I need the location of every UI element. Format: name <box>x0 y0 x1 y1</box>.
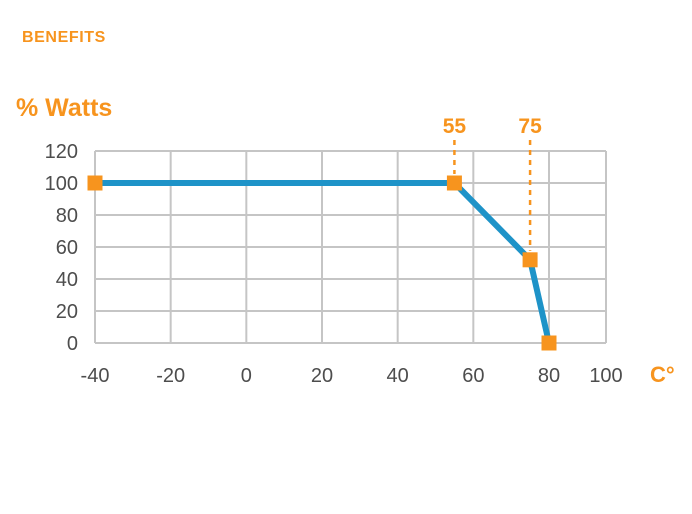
axis-tick-labels: -40 -20 0 20 40 60 80 100 0 20 40 60 80 100 120 <box>45 141 623 387</box>
y-tick-label: 80 <box>56 205 78 227</box>
data-point-marker <box>541 335 557 351</box>
x-axis-title: C° <box>650 362 675 387</box>
y-tick-label: 60 <box>56 237 78 259</box>
y-tick-label: 40 <box>56 269 78 291</box>
page-title: BENEFITS <box>22 29 106 46</box>
annotation-label: 55 <box>443 115 467 138</box>
x-tick-label: 60 <box>462 365 484 387</box>
data-point-marker <box>522 252 538 268</box>
x-tick-label: 80 <box>538 365 560 387</box>
y-tick-label: 120 <box>45 141 78 163</box>
x-tick-label: 0 <box>241 365 252 387</box>
x-tick-label: 20 <box>311 365 333 387</box>
y-tick-label: 0 <box>67 333 78 355</box>
data-point-marker <box>446 175 462 191</box>
y-axis-title: % Watts <box>16 94 113 122</box>
data-point-marker <box>87 175 103 191</box>
x-tick-label: 100 <box>589 365 622 387</box>
x-tick-label: 40 <box>387 365 409 387</box>
series-line-watts-derating-curve <box>95 180 552 344</box>
grid <box>94 150 607 344</box>
annotation-55: 55 <box>443 115 467 174</box>
annotation-75: 75 <box>518 115 542 251</box>
y-tick-label: 100 <box>45 173 78 195</box>
x-tick-label: -40 <box>81 365 110 387</box>
x-tick-label: -20 <box>156 365 185 387</box>
y-tick-label: 20 <box>56 301 78 323</box>
annotation-label: 75 <box>518 115 542 138</box>
